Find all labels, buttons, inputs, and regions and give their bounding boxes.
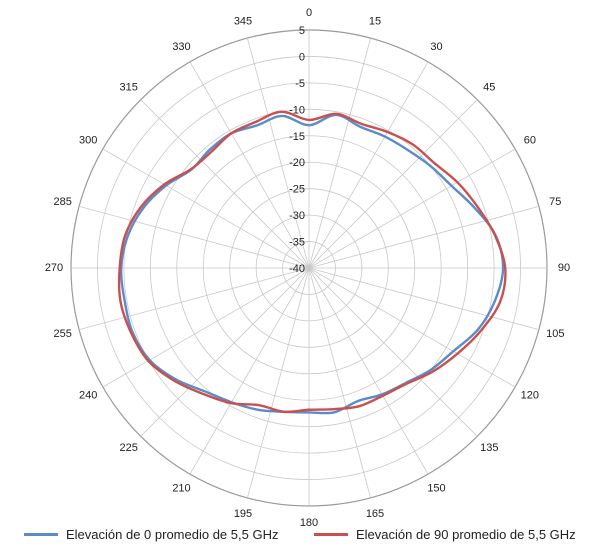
- grid-spoke: [79, 267, 310, 330]
- legend-swatch-series-0: [24, 533, 58, 536]
- grid-spoke: [308, 267, 539, 330]
- angle-label: 225: [120, 442, 138, 454]
- legend: Elevación de 0 promedio de 5,5 GHz Eleva…: [0, 527, 609, 547]
- grid-spoke: [140, 99, 310, 269]
- angle-label: 240: [79, 389, 97, 401]
- angle-label: 195: [234, 508, 252, 520]
- series-line-0: [119, 113, 505, 415]
- angle-label: 120: [521, 389, 539, 401]
- grid-spoke: [308, 61, 429, 269]
- angle-label: 135: [480, 442, 498, 454]
- radial-label: -10: [289, 104, 305, 116]
- legend-item-series-0: Elevación de 0 promedio de 5,5 GHz: [24, 527, 278, 542]
- grid-spoke: [102, 267, 310, 388]
- legend-item-series-1: Elevación de 90 promedio de 5,5 GHz: [314, 527, 576, 542]
- angle-label: 255: [54, 328, 72, 340]
- radial-label: -20: [289, 157, 305, 169]
- radial-labels: 5 0 -5 -10 -15 -20 -25 -30 -35 -40: [289, 25, 305, 275]
- grid-spoke: [247, 267, 310, 498]
- angle-label: 90: [558, 262, 570, 274]
- grid-spoke: [308, 99, 478, 269]
- radial-label: -25: [289, 184, 305, 196]
- grid-spoke: [247, 38, 310, 269]
- grid-spoke: [308, 206, 539, 269]
- angle-label: 210: [172, 483, 190, 495]
- angle-label: 15: [369, 16, 381, 28]
- radial-label: -5: [295, 78, 305, 90]
- grid-spoke: [102, 148, 310, 269]
- legend-label-series-0: Elevación de 0 promedio de 5,5 GHz: [66, 527, 279, 542]
- legend-label-series-1: Elevación de 90 promedio de 5,5 GHz: [356, 527, 576, 542]
- angle-label: 300: [79, 134, 97, 146]
- grid-spoke: [308, 38, 371, 269]
- angle-label: 75: [549, 196, 561, 208]
- angle-label: 285: [54, 196, 72, 208]
- grid-spoke: [140, 267, 310, 437]
- angle-label: 30: [430, 41, 442, 53]
- radial-label: -15: [289, 131, 305, 143]
- angle-label: 150: [427, 483, 445, 495]
- angle-label: 315: [120, 82, 138, 94]
- radial-label: 0: [299, 51, 305, 63]
- angle-label: 60: [524, 134, 536, 146]
- angle-label: 165: [366, 508, 384, 520]
- radial-label: -40: [289, 263, 305, 275]
- angle-label: 180: [300, 517, 318, 529]
- angle-label: 345: [234, 16, 252, 28]
- legend-swatch-series-1: [314, 533, 348, 536]
- series-lines: [117, 110, 507, 415]
- grid-spoke: [189, 267, 310, 475]
- radial-label: -30: [289, 210, 305, 222]
- angle-label: 0: [306, 7, 312, 19]
- angle-label: 330: [172, 41, 190, 53]
- grid-spoke: [189, 61, 310, 269]
- angle-labels: 0 15 30 45 60 75 90 105 120 135 150 165 180 195 210 225…: [45, 7, 570, 529]
- angle-label: 270: [45, 262, 63, 274]
- grid-spoke: [79, 206, 310, 269]
- grid-spoke: [308, 148, 516, 269]
- grid-spoke: [308, 267, 516, 388]
- grid-spoke: [308, 267, 371, 498]
- grid-spoke: [308, 267, 429, 475]
- radial-label: -35: [289, 237, 305, 249]
- angle-label: 105: [546, 328, 564, 340]
- polar-spokes: [71, 30, 547, 506]
- series-line-1: [117, 110, 507, 414]
- angle-label: 45: [483, 82, 495, 94]
- radial-label: 5: [299, 25, 305, 37]
- grid-spoke: [308, 267, 478, 437]
